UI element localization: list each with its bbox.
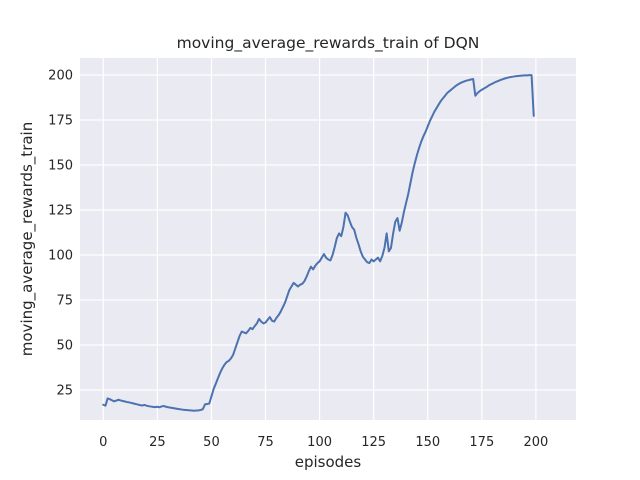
y-tick-label: 50 <box>56 339 73 354</box>
x-axis-label: episodes <box>294 453 362 471</box>
x-tick-label: 0 <box>99 435 107 450</box>
series-line <box>102 74 535 412</box>
x-tick-label: 200 <box>523 435 548 450</box>
y-tick-label: 125 <box>48 204 73 219</box>
x-tick-label: 125 <box>361 435 386 450</box>
y-tick-label: 75 <box>56 294 73 309</box>
x-tick-label: 50 <box>203 435 220 450</box>
y-tick-label: 100 <box>48 249 73 264</box>
x-tick-label: 75 <box>257 435 274 450</box>
x-tick-label: 175 <box>469 435 494 450</box>
y-tick-label: 175 <box>48 114 73 129</box>
y-tick-label: 200 <box>48 69 73 84</box>
y-axis-label: moving_average_rewards_train <box>18 121 36 357</box>
plot-background <box>80 58 576 420</box>
y-tick-label: 25 <box>56 384 73 399</box>
x-tick-label: 100 <box>307 435 332 450</box>
y-tick-label: 150 <box>48 159 73 174</box>
x-tick-label: 25 <box>149 435 166 450</box>
chart-title: moving_average_rewards_train of DQN <box>176 34 480 52</box>
x-tick-label: 150 <box>415 435 440 450</box>
